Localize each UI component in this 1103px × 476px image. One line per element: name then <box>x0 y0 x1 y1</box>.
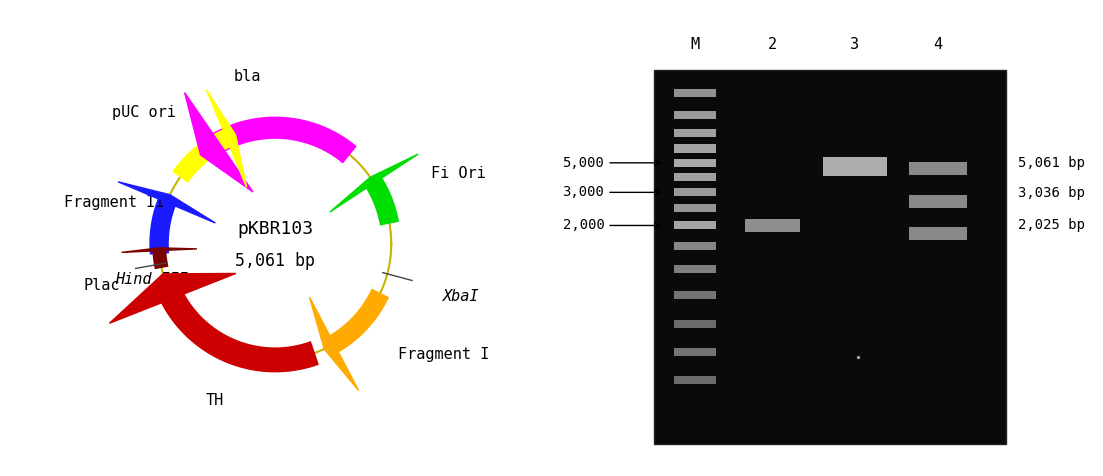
Text: bla: bla <box>234 69 261 84</box>
Bar <box>674 320 716 328</box>
Bar <box>674 242 716 250</box>
Text: 2,025 bp: 2,025 bp <box>1017 218 1084 232</box>
Text: 3,000: 3,000 <box>563 185 661 199</box>
Text: 5,061 bp: 5,061 bp <box>235 252 315 270</box>
Text: 2: 2 <box>768 37 777 52</box>
Text: Fragment II: Fragment II <box>64 195 164 209</box>
Bar <box>909 227 966 240</box>
Polygon shape <box>184 92 253 192</box>
Bar <box>674 173 716 181</box>
Text: 5,061 bp: 5,061 bp <box>1017 156 1084 170</box>
Text: Fragment I: Fragment I <box>398 347 489 362</box>
Bar <box>823 157 887 176</box>
Text: pKBR103: pKBR103 <box>237 220 313 238</box>
Text: Plac: Plac <box>84 278 120 293</box>
Bar <box>674 129 716 137</box>
Text: TH: TH <box>206 393 224 408</box>
Bar <box>674 188 716 197</box>
Bar <box>909 195 966 208</box>
Polygon shape <box>310 297 358 391</box>
Text: M: M <box>690 37 699 52</box>
Bar <box>674 348 716 356</box>
Bar <box>674 111 716 119</box>
Bar <box>674 265 716 273</box>
Text: 4: 4 <box>933 37 942 52</box>
Bar <box>674 89 716 97</box>
Polygon shape <box>330 154 418 212</box>
Bar <box>745 219 800 232</box>
Text: XbaI: XbaI <box>443 289 480 304</box>
Text: Hind III: Hind III <box>115 272 189 287</box>
Bar <box>674 221 716 229</box>
Text: 2,000: 2,000 <box>563 218 661 232</box>
Polygon shape <box>121 248 197 252</box>
Bar <box>909 162 966 175</box>
Text: pUC ori: pUC ori <box>113 105 176 119</box>
Polygon shape <box>118 182 215 223</box>
Bar <box>674 204 716 212</box>
Bar <box>674 145 716 152</box>
Text: 5,000: 5,000 <box>563 156 661 170</box>
Polygon shape <box>206 89 247 187</box>
Text: 3: 3 <box>850 37 859 52</box>
Bar <box>674 376 716 384</box>
Bar <box>653 70 1006 444</box>
Polygon shape <box>109 273 236 323</box>
Bar <box>674 159 716 167</box>
Text: Fi Ori: Fi Ori <box>431 166 486 181</box>
Text: 3,036 bp: 3,036 bp <box>1017 186 1084 200</box>
Bar <box>674 291 716 299</box>
